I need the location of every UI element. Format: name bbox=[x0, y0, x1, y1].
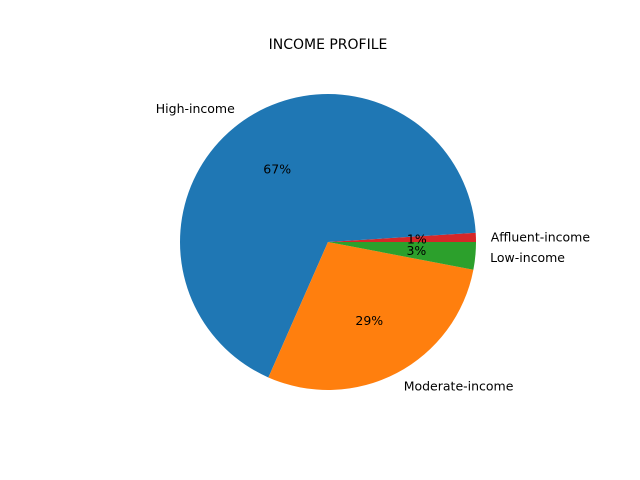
pct-label-low-income: 3% bbox=[406, 243, 426, 258]
pct-label-high-income: 67% bbox=[263, 162, 291, 177]
slice-label-low-income: Low-income bbox=[490, 250, 565, 265]
pie-slice-low-income bbox=[328, 242, 476, 270]
slice-label-moderate-income: Moderate-income bbox=[404, 379, 514, 394]
pie-labels: Affluent-income 1% High-income 67% Moderate-… bbox=[156, 101, 591, 394]
pie-slices bbox=[180, 94, 476, 391]
pie-slice-affluent-income bbox=[328, 232, 476, 242]
slice-label-high-income: High-income bbox=[156, 101, 235, 116]
pct-label-moderate-income: 29% bbox=[355, 313, 383, 328]
chart-title: INCOME PROFILE bbox=[269, 37, 388, 53]
pie-slice-moderate-income bbox=[268, 242, 474, 391]
slice-label-affluent-income: Affluent-income bbox=[491, 229, 591, 244]
pct-label-affluent-income: 1% bbox=[407, 232, 427, 247]
pie-slice-high-income bbox=[180, 94, 476, 378]
